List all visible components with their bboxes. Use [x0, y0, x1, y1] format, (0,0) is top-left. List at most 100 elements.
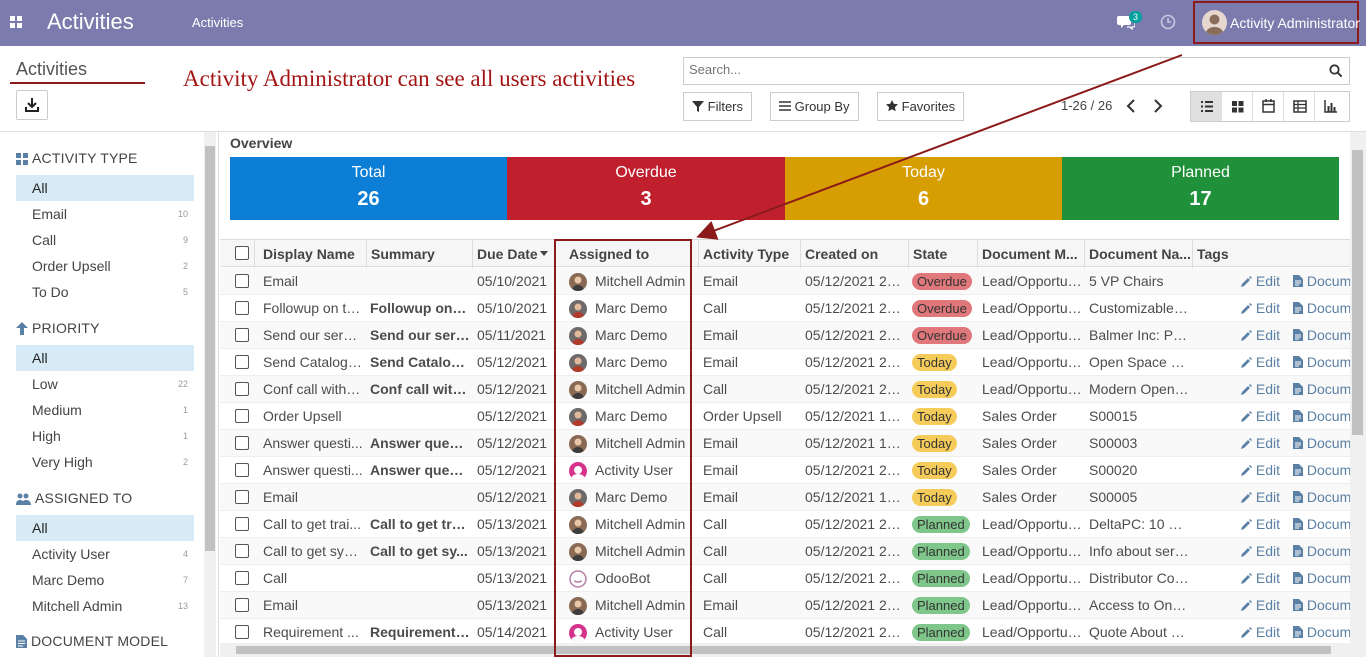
- graph-view-icon[interactable]: [1315, 92, 1346, 121]
- column-header[interactable]: Document Na...: [1089, 246, 1191, 262]
- edit-button[interactable]: Edit: [1241, 300, 1280, 316]
- kanban-view-icon[interactable]: [1222, 92, 1253, 121]
- column-header[interactable]: Created on: [805, 246, 879, 262]
- row-checkbox[interactable]: [235, 355, 249, 369]
- row-checkbox[interactable]: [235, 463, 249, 477]
- document-button[interactable]: Docum: [1293, 489, 1351, 505]
- column-header[interactable]: Tags: [1197, 246, 1229, 262]
- column-header[interactable]: Document M...: [982, 246, 1078, 262]
- document-button[interactable]: Docum: [1293, 516, 1351, 532]
- table-row[interactable]: Followup on th... Followup on t... 05/10/2…: [220, 295, 1351, 322]
- document-button[interactable]: Docum: [1293, 327, 1351, 343]
- table-row[interactable]: Call to get trai... Call to get trai... 05…: [220, 511, 1351, 538]
- select-all-checkbox[interactable]: [235, 246, 249, 260]
- sidebar-scrollbar[interactable]: [204, 132, 216, 657]
- filter-item-all[interactable]: All: [16, 515, 194, 541]
- row-checkbox[interactable]: [235, 436, 249, 450]
- chevron-right-icon[interactable]: [1151, 98, 1165, 114]
- row-checkbox[interactable]: [235, 490, 249, 504]
- row-checkbox[interactable]: [235, 544, 249, 558]
- filter-item-order-upsell[interactable]: Order Upsell 2: [16, 253, 194, 279]
- edit-button[interactable]: Edit: [1241, 489, 1280, 505]
- table-row[interactable]: Email 05/13/2021 Mitchell Admin Email 05/12/…: [220, 592, 1351, 619]
- edit-button[interactable]: Edit: [1241, 516, 1280, 532]
- apps-menu-icon[interactable]: [10, 16, 22, 28]
- row-checkbox[interactable]: [235, 382, 249, 396]
- favorites-button[interactable]: Favorites: [877, 92, 965, 121]
- table-row[interactable]: Requirement ... Requirement ... 05/14/2021…: [220, 619, 1351, 646]
- edit-button[interactable]: Edit: [1241, 543, 1280, 559]
- row-checkbox[interactable]: [235, 301, 249, 315]
- edit-button[interactable]: Edit: [1241, 354, 1280, 370]
- filter-item-medium[interactable]: Medium 1: [16, 397, 194, 423]
- table-row[interactable]: Call to get syst... Call to get sy... 05/1…: [220, 538, 1351, 565]
- row-checkbox[interactable]: [235, 571, 249, 585]
- table-row[interactable]: Send Catalog ... Send Catalog ... 05/12/20…: [220, 349, 1351, 376]
- column-header[interactable]: Assigned to: [569, 246, 650, 262]
- kpi-card-overdue[interactable]: Overdue 3: [507, 157, 785, 220]
- document-button[interactable]: Docum: [1293, 273, 1351, 289]
- filter-item-activity-user[interactable]: Activity User 4: [16, 541, 194, 567]
- search-icon[interactable]: [1329, 64, 1343, 78]
- app-title[interactable]: Activities: [47, 9, 134, 34]
- edit-button[interactable]: Edit: [1241, 273, 1280, 289]
- edit-button[interactable]: Edit: [1241, 570, 1280, 586]
- calendar-view-icon[interactable]: [1253, 92, 1284, 121]
- user-menu[interactable]: Activity Administrator: [1193, 1, 1360, 44]
- filter-item-call[interactable]: Call 9: [16, 227, 194, 253]
- pager-value[interactable]: 1-26 / 26: [1061, 98, 1113, 113]
- document-button[interactable]: Docum: [1293, 570, 1351, 586]
- filter-item-all[interactable]: All: [16, 175, 194, 201]
- row-checkbox[interactable]: [235, 274, 249, 288]
- filter-item-marc-demo[interactable]: Marc Demo 7: [16, 567, 194, 593]
- table-row[interactable]: Order Upsell 05/12/2021 Marc Demo Order Ups…: [220, 403, 1351, 430]
- sort-desc-icon[interactable]: [540, 251, 548, 257]
- row-checkbox[interactable]: [235, 598, 249, 612]
- document-button[interactable]: Docum: [1293, 624, 1351, 640]
- kpi-card-today[interactable]: Today 6: [785, 157, 1062, 220]
- chevron-left-icon[interactable]: [1124, 98, 1138, 114]
- document-button[interactable]: Docum: [1293, 597, 1351, 613]
- filter-item-high[interactable]: High 1: [16, 423, 194, 449]
- vertical-scrollbar[interactable]: [1350, 132, 1366, 657]
- column-header[interactable]: Display Name: [263, 246, 355, 262]
- search-input[interactable]: [689, 62, 1289, 77]
- export-button[interactable]: [16, 90, 48, 120]
- kpi-card-planned[interactable]: Planned 17: [1062, 157, 1339, 220]
- document-button[interactable]: Docum: [1293, 462, 1351, 478]
- pivot-view-icon[interactable]: [1284, 92, 1315, 121]
- table-row[interactable]: Send our servi... Send our serv... 05/11/2…: [220, 322, 1351, 349]
- edit-button[interactable]: Edit: [1241, 597, 1280, 613]
- column-header[interactable]: Activity Type: [703, 246, 790, 262]
- table-row[interactable]: Answer questi... Answer quest... 05/12/202…: [220, 430, 1351, 457]
- edit-button[interactable]: Edit: [1241, 624, 1280, 640]
- filter-item-low[interactable]: Low 22: [16, 371, 194, 397]
- menu-activities[interactable]: Activities: [192, 15, 244, 30]
- table-row[interactable]: Email 05/10/2021 Mitchell Admin Email 05/12/…: [220, 268, 1351, 295]
- document-button[interactable]: Docum: [1293, 354, 1351, 370]
- table-row[interactable]: Email 05/12/2021 Marc Demo Email 05/12/2021 …: [220, 484, 1351, 511]
- filter-item-email[interactable]: Email 10: [16, 201, 194, 227]
- edit-button[interactable]: Edit: [1241, 462, 1280, 478]
- filters-button[interactable]: Filters: [683, 92, 753, 121]
- edit-button[interactable]: Edit: [1241, 435, 1280, 451]
- filter-item-very-high[interactable]: Very High 2: [16, 449, 194, 475]
- horizontal-scrollbar[interactable]: [220, 643, 1350, 657]
- edit-button[interactable]: Edit: [1241, 327, 1280, 343]
- table-row[interactable]: Call 05/13/2021 OdooBot Call 05/12/2021 20:.…: [220, 565, 1351, 592]
- document-button[interactable]: Docum: [1293, 300, 1351, 316]
- filter-item-mitchell-admin[interactable]: Mitchell Admin 13: [16, 593, 194, 619]
- table-row[interactable]: Conf call with t... Conf call with... 05/1…: [220, 376, 1351, 403]
- column-header[interactable]: State: [913, 246, 948, 262]
- document-button[interactable]: Docum: [1293, 543, 1351, 559]
- column-header[interactable]: Due Date: [477, 246, 538, 262]
- row-checkbox[interactable]: [235, 328, 249, 342]
- list-view-icon[interactable]: [1191, 92, 1222, 121]
- table-row[interactable]: Answer questi... Answer quest... 05/12/202…: [220, 457, 1351, 484]
- filter-item-to-do[interactable]: To Do 5: [16, 279, 194, 305]
- row-checkbox[interactable]: [235, 517, 249, 531]
- groupby-button[interactable]: Group By: [770, 92, 859, 121]
- document-button[interactable]: Docum: [1293, 381, 1351, 397]
- column-header[interactable]: Summary: [371, 246, 435, 262]
- row-checkbox[interactable]: [235, 409, 249, 423]
